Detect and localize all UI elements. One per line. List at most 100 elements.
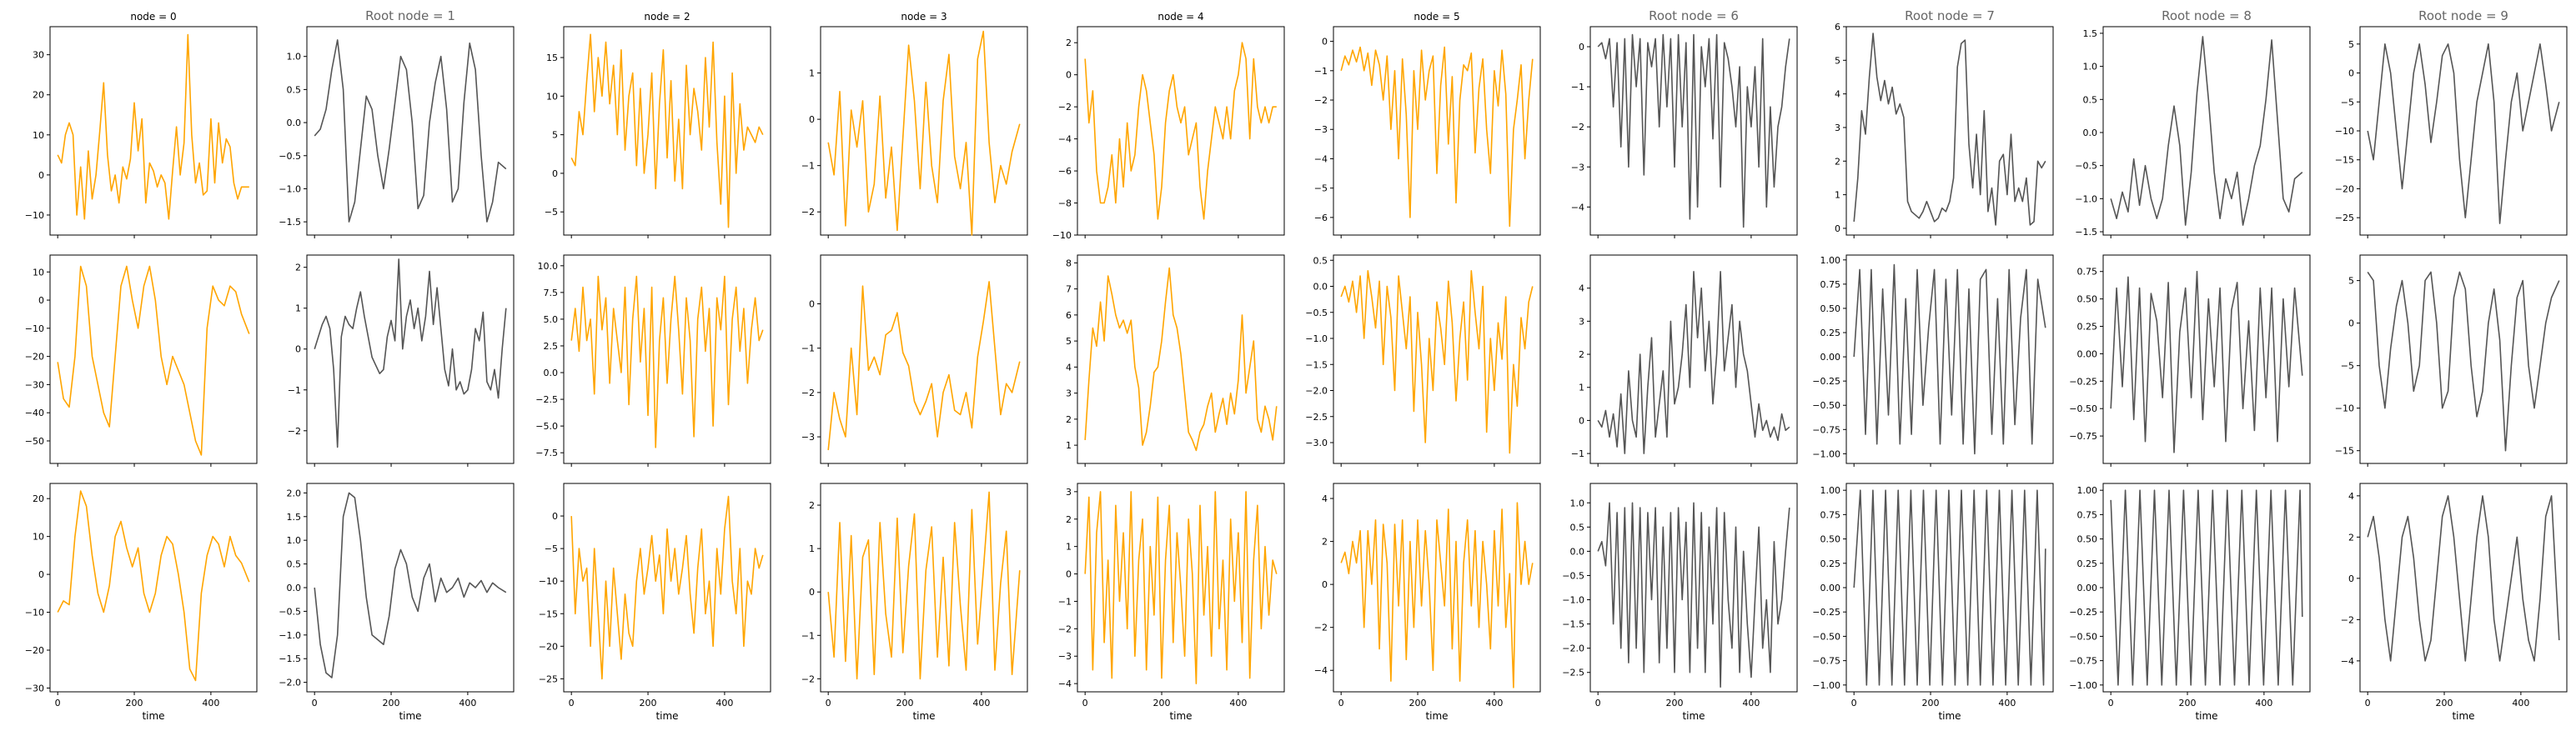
y-tick-label: 3 xyxy=(1835,123,1840,133)
y-tick-label: 0.50 xyxy=(1820,303,1841,314)
panel-r1-c2: −7.5 −5.0 −2.5 0.0 2.5 5.0 7.5 10.0 xyxy=(535,254,771,467)
y-tick-label: 20 xyxy=(33,493,44,504)
y-tick-label: 1 xyxy=(1066,440,1072,451)
y-tick-label: 6 xyxy=(1835,22,1840,33)
y-tick-label: −25 xyxy=(539,673,558,684)
y-tick-label: 0 xyxy=(295,344,301,355)
y-tick-label: 2 xyxy=(2348,532,2354,543)
panel-r0-c0: −10 0 10 20 30 node = 0 xyxy=(25,11,258,238)
panel-r0-c7: 0 1 2 3 4 5 6 Root node = 7 xyxy=(1835,8,2054,238)
x-tick-label: 400 xyxy=(202,698,219,708)
y-tick-label: −3 xyxy=(801,432,815,443)
panel-r1-c9: −15 −10 −5 0 5 xyxy=(2335,254,2568,467)
y-tick-label: 2.0 xyxy=(287,488,302,498)
y-tick-label: 2 xyxy=(1579,349,1584,360)
y-tick-label: −2 xyxy=(2341,614,2354,625)
x-tick-label: 400 xyxy=(2255,698,2272,708)
series-line xyxy=(314,492,507,678)
y-tick-label: 10.0 xyxy=(538,261,559,272)
x-axis-label: time xyxy=(1425,710,1448,722)
y-tick-label: 0.0 xyxy=(2083,128,2098,138)
y-tick-label: −4 xyxy=(2341,656,2354,667)
panel-r0-c5: −6 −5 −4 −3 −2 −1 0 node = 5 xyxy=(1314,11,1541,238)
y-tick-label: 0 xyxy=(552,168,558,179)
axes-frame xyxy=(1333,483,1541,693)
axes-frame xyxy=(306,26,515,236)
y-tick-label: 10 xyxy=(33,130,44,141)
y-tick-label: 3 xyxy=(1579,316,1584,327)
y-tick-label: 3 xyxy=(1066,388,1072,399)
y-tick-label: −1 xyxy=(1058,596,1072,607)
y-tick-label: −2 xyxy=(1058,623,1072,634)
series-line xyxy=(1597,502,1790,688)
column-title: Root node = 8 xyxy=(2162,8,2252,23)
y-tick-label: −3.0 xyxy=(1305,438,1328,448)
y-tick-label: 5 xyxy=(2348,39,2354,50)
series-line xyxy=(570,495,764,680)
y-tick-label: 1 xyxy=(809,68,815,79)
axes-frame xyxy=(820,254,1028,464)
series-line xyxy=(2367,43,2560,224)
y-tick-label: −0.5 xyxy=(1305,308,1328,318)
series-line xyxy=(57,490,250,682)
y-tick-label: 6 xyxy=(1066,310,1072,321)
y-tick-label: −1 xyxy=(801,161,815,172)
series-line xyxy=(314,39,507,223)
y-tick-label: −5 xyxy=(1314,183,1328,194)
y-tick-label: −5 xyxy=(545,543,558,554)
axes-frame xyxy=(1589,483,1798,693)
y-tick-label: 2 xyxy=(295,263,301,273)
y-tick-label: 5.0 xyxy=(544,314,559,325)
y-tick-label: −1 xyxy=(1314,66,1328,77)
y-tick-label: −4 xyxy=(1314,153,1328,164)
y-tick-label: 0.50 xyxy=(2077,294,2098,305)
x-tick-label: 400 xyxy=(1998,698,2016,708)
series-line xyxy=(1853,263,2046,455)
series-line xyxy=(1597,270,1790,454)
x-tick-label: 200 xyxy=(1922,698,1940,708)
panel-r2-c2: −25 −20 −15 −10 −5 0 0 200 400 time xyxy=(539,483,771,722)
y-tick-label: −1 xyxy=(1571,448,1584,459)
y-tick-label: 2 xyxy=(1322,537,1328,548)
x-tick-label: 0 xyxy=(55,698,61,708)
y-tick-label: 0.5 xyxy=(1313,255,1328,266)
panel-r1-c0: −50 −40 −30 −20 −10 0 10 xyxy=(25,254,258,467)
x-tick-label: 400 xyxy=(1742,698,1760,708)
series-line xyxy=(1084,42,1277,220)
axes-frame xyxy=(2102,254,2311,464)
y-tick-label: −0.5 xyxy=(2075,161,2097,172)
column-title: node = 2 xyxy=(644,11,690,23)
axes-frame xyxy=(1333,254,1541,464)
x-tick-label: 400 xyxy=(972,698,990,708)
y-tick-label: 5 xyxy=(1835,55,1840,66)
y-tick-label: 0 xyxy=(552,511,558,522)
series-line xyxy=(314,258,507,448)
column-title: node = 5 xyxy=(1414,11,1459,23)
y-tick-label: −3 xyxy=(1058,651,1072,662)
x-axis-label: time xyxy=(142,710,164,722)
y-tick-label: 30 xyxy=(33,50,44,61)
y-tick-label: −0.50 xyxy=(1812,400,1840,411)
x-tick-label: 400 xyxy=(1485,698,1503,708)
y-tick-label: 0.0 xyxy=(1570,546,1585,557)
axes-frame xyxy=(1077,26,1285,236)
y-tick-label: −2.0 xyxy=(1562,643,1584,654)
y-tick-label: −20 xyxy=(25,352,44,363)
series-line xyxy=(1340,46,1534,228)
panel-r1-c7: −1.00 −0.75 −0.50 −0.25 0.00 0.25 0.50 0.75 1.00 xyxy=(1812,254,2054,467)
y-tick-label: 0 xyxy=(2348,573,2354,584)
y-tick-label: −3 xyxy=(1314,124,1328,135)
y-tick-label: 1 xyxy=(1579,383,1584,393)
column-title: node = 4 xyxy=(1157,11,1203,23)
y-tick-label: −40 xyxy=(25,408,44,418)
panel-r2-c3: −2 −1 0 1 2 0 200 400 time xyxy=(801,483,1028,722)
y-tick-label: −5 xyxy=(2341,97,2354,108)
x-tick-label: 200 xyxy=(126,698,143,708)
x-tick-label: 0 xyxy=(569,698,575,708)
y-tick-label: −15 xyxy=(2335,446,2354,457)
series-line xyxy=(2110,489,2303,686)
y-tick-label: −0.25 xyxy=(2069,376,2097,387)
y-tick-label: −6 xyxy=(1058,166,1072,177)
